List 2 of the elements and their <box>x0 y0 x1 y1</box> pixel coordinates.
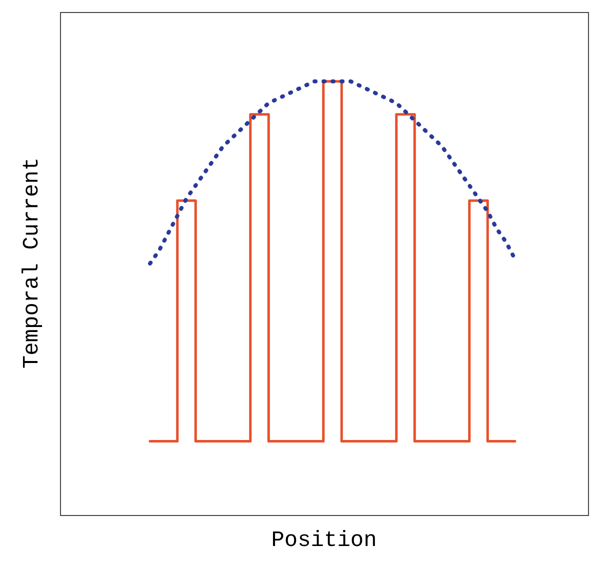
x-axis-title: Position <box>270 528 378 553</box>
y-axis-title: Temporal Current <box>20 157 44 369</box>
